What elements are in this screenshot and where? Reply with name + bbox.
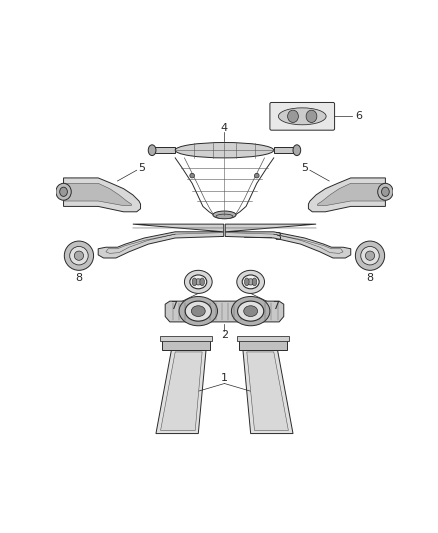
Ellipse shape: [70, 246, 88, 265]
Ellipse shape: [64, 241, 94, 270]
Text: 8: 8: [367, 273, 374, 283]
Ellipse shape: [192, 278, 197, 286]
Polygon shape: [318, 183, 385, 206]
Polygon shape: [165, 301, 284, 322]
Polygon shape: [225, 224, 351, 258]
Ellipse shape: [213, 211, 236, 219]
Ellipse shape: [200, 278, 205, 286]
Polygon shape: [162, 340, 210, 350]
Ellipse shape: [175, 142, 274, 158]
Ellipse shape: [185, 301, 212, 321]
Ellipse shape: [306, 110, 317, 123]
Polygon shape: [160, 336, 212, 341]
Polygon shape: [239, 340, 287, 350]
Ellipse shape: [254, 173, 259, 178]
Ellipse shape: [194, 279, 202, 285]
Ellipse shape: [247, 279, 254, 285]
Ellipse shape: [242, 275, 259, 289]
Ellipse shape: [191, 306, 205, 317]
Polygon shape: [98, 224, 224, 258]
Polygon shape: [308, 178, 385, 212]
Ellipse shape: [184, 270, 212, 294]
Ellipse shape: [148, 145, 156, 156]
Ellipse shape: [279, 108, 326, 125]
Polygon shape: [274, 147, 297, 154]
Ellipse shape: [237, 270, 265, 294]
Ellipse shape: [355, 241, 385, 270]
Text: 7: 7: [170, 301, 177, 311]
Polygon shape: [64, 183, 131, 206]
Text: 5: 5: [138, 163, 145, 173]
Text: 2: 2: [221, 330, 228, 340]
Ellipse shape: [244, 278, 249, 286]
Ellipse shape: [231, 296, 270, 326]
Ellipse shape: [190, 275, 207, 289]
Polygon shape: [152, 147, 175, 154]
Ellipse shape: [60, 187, 67, 196]
Ellipse shape: [56, 183, 71, 200]
Text: 6: 6: [355, 111, 362, 122]
Polygon shape: [64, 178, 141, 212]
Ellipse shape: [288, 110, 298, 123]
Ellipse shape: [361, 246, 379, 265]
Text: 5: 5: [301, 163, 308, 173]
Text: 3: 3: [274, 232, 281, 242]
Text: 1: 1: [221, 373, 228, 383]
Ellipse shape: [381, 187, 389, 196]
Ellipse shape: [190, 173, 194, 178]
Polygon shape: [237, 336, 289, 341]
Ellipse shape: [293, 145, 301, 156]
Text: 7: 7: [272, 301, 279, 311]
Ellipse shape: [216, 214, 233, 219]
FancyBboxPatch shape: [270, 102, 335, 130]
Polygon shape: [156, 350, 206, 433]
Ellipse shape: [237, 301, 264, 321]
Ellipse shape: [378, 183, 393, 200]
Polygon shape: [161, 352, 202, 431]
Ellipse shape: [244, 306, 258, 317]
Ellipse shape: [74, 251, 84, 260]
Text: 4: 4: [221, 123, 228, 133]
Text: 8: 8: [75, 273, 82, 283]
Polygon shape: [243, 350, 293, 433]
Ellipse shape: [252, 278, 257, 286]
Ellipse shape: [365, 251, 374, 260]
Ellipse shape: [179, 296, 218, 326]
Polygon shape: [247, 352, 288, 431]
